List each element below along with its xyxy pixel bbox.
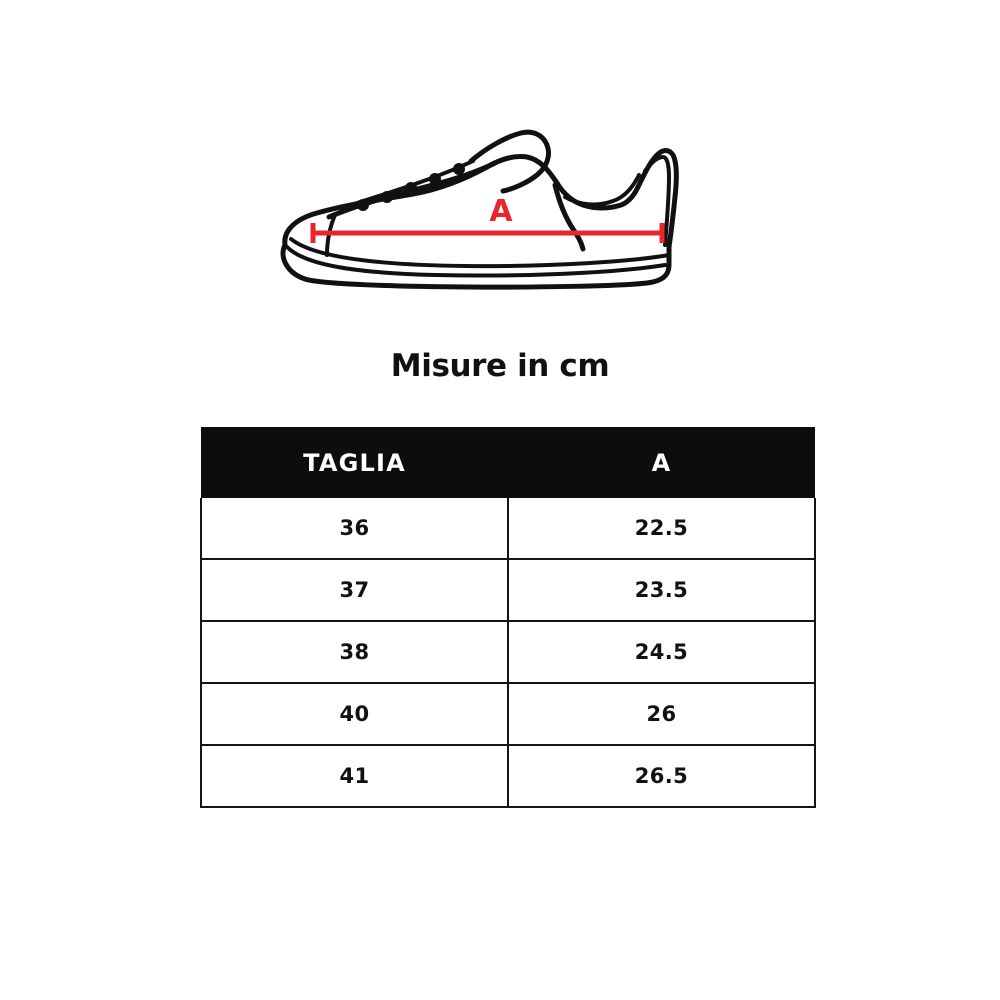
table-header: TAGLIA A [201, 427, 815, 498]
table-header-row: TAGLIA A [201, 427, 815, 498]
lace-eyelet-icon [357, 199, 369, 211]
measurement-label-a: A [489, 194, 513, 229]
lace-eyelet-icon [429, 173, 441, 185]
column-header-a: A [508, 427, 815, 498]
table-row: 38 24.5 [200, 620, 816, 684]
cell-measure-a: 26 [507, 682, 816, 746]
vamp-throat-path [326, 160, 498, 220]
cell-measure-a: 22.5 [507, 498, 816, 560]
collar-lining-path [563, 173, 641, 207]
table-row: 37 23.5 [200, 558, 816, 622]
cell-size: 36 [200, 498, 509, 560]
cell-size: 40 [200, 682, 509, 746]
cell-size: 41 [200, 744, 509, 808]
midsole-line-path [289, 237, 671, 269]
cell-size: 38 [200, 620, 509, 684]
shoe-illustration: A [265, 105, 695, 305]
outsole-path [280, 242, 672, 290]
midsole-stripe-path [285, 245, 667, 278]
cell-measure-a: 24.5 [507, 620, 816, 684]
table-row: 36 22.5 [200, 498, 816, 560]
cell-measure-a: 23.5 [507, 558, 816, 622]
lace-eyelet-icon [453, 163, 465, 175]
lace-eyelet-icon [381, 191, 393, 203]
lace-eyelet-icon [405, 182, 417, 194]
table-row: 41 26.5 [200, 744, 816, 808]
tongue-path [468, 129, 552, 194]
cell-measure-a: 26.5 [507, 744, 816, 808]
chart-title: Misure in cm [390, 348, 610, 384]
toe-cap-seam-path [325, 213, 337, 257]
heel-inner-path [643, 155, 671, 247]
quarter-panel-seam-path [552, 182, 586, 252]
cell-size: 37 [200, 558, 509, 622]
table-body: 36 22.5 37 23.5 38 24.5 40 26 41 26.5 [200, 498, 816, 808]
size-chart-table: TAGLIA A 36 22.5 37 23.5 38 24.5 40 26 4 [200, 427, 816, 808]
size-chart-table-container: TAGLIA A 36 22.5 37 23.5 38 24.5 40 26 4 [200, 427, 816, 808]
column-header-taglia: TAGLIA [201, 427, 508, 498]
table-row: 40 26 [200, 682, 816, 746]
